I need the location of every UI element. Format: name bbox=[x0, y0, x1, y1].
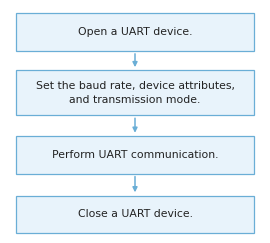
Text: Close a UART device.: Close a UART device. bbox=[77, 209, 193, 219]
Text: Set the baud rate, device attributes,
and transmission mode.: Set the baud rate, device attributes, an… bbox=[35, 81, 235, 105]
FancyBboxPatch shape bbox=[16, 70, 254, 115]
FancyBboxPatch shape bbox=[16, 136, 254, 174]
Text: Perform UART communication.: Perform UART communication. bbox=[52, 150, 218, 160]
Text: Open a UART device.: Open a UART device. bbox=[78, 27, 192, 37]
FancyBboxPatch shape bbox=[16, 196, 254, 233]
FancyBboxPatch shape bbox=[16, 13, 254, 51]
